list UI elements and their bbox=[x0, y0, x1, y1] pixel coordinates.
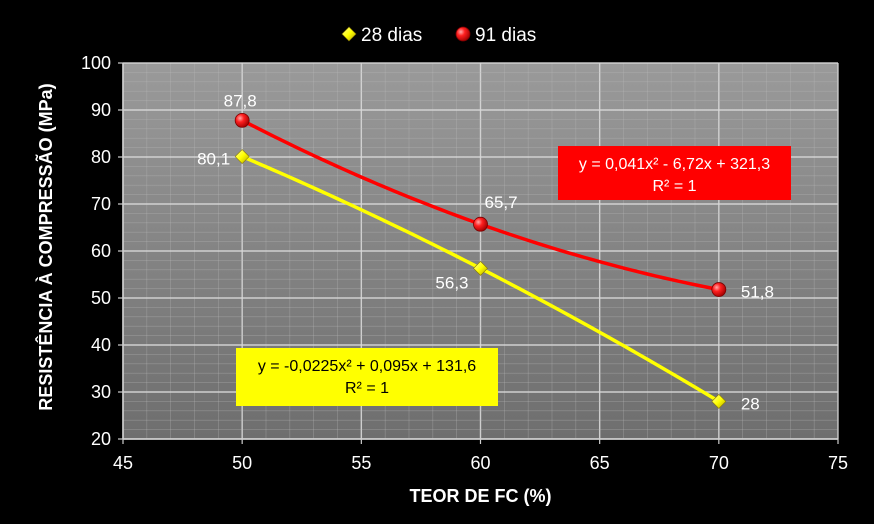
data-label: 56,3 bbox=[435, 273, 468, 292]
y-tick-label: 20 bbox=[91, 429, 111, 449]
trendline-box-91-dias: y = 0,041x² - 6,72x + 321,3 R² = 1 bbox=[558, 146, 791, 200]
y-tick-label: 90 bbox=[91, 100, 111, 120]
y-tick-label: 70 bbox=[91, 194, 111, 214]
y-tick-label: 60 bbox=[91, 241, 111, 261]
y-tick-label: 40 bbox=[91, 335, 111, 355]
series-28-dias: 80,1 56,3 28 bbox=[197, 149, 760, 413]
axes bbox=[118, 62, 839, 444]
trendline-equation: y = 0,041x² - 6,72x + 321,3 bbox=[579, 156, 770, 173]
trendline-equations: y = -0,0225x² + 0,095x + 131,6R² = 1y = … bbox=[236, 146, 791, 406]
data-point bbox=[711, 282, 727, 297]
x-tick-label: 50 bbox=[232, 453, 252, 473]
series-layer: 80,1 56,3 28 87,8 65,7 51,8 bbox=[197, 91, 774, 413]
x-axis-title: TEOR DE FC (%) bbox=[410, 486, 552, 506]
x-tick-label: 55 bbox=[351, 453, 371, 473]
x-tick-label: 70 bbox=[709, 453, 729, 473]
data-label: 28 bbox=[741, 394, 760, 413]
x-tick-labels: 45 50 55 60 65 70 75 bbox=[113, 453, 848, 473]
x-tick-label: 45 bbox=[113, 453, 133, 473]
legend-marker bbox=[341, 26, 357, 42]
trendline-equation: y = -0,0225x² + 0,095x + 131,6 bbox=[258, 358, 476, 375]
y-tick-labels: 20 30 40 50 60 70 80 90 100 bbox=[81, 53, 111, 449]
trendline-box-28-dias: y = -0,0225x² + 0,095x + 131,6 R² = 1 bbox=[236, 348, 498, 406]
data-point bbox=[711, 393, 727, 409]
y-tick-label: 30 bbox=[91, 382, 111, 402]
legend-item: 28 dias bbox=[341, 25, 422, 46]
data-label: 51,8 bbox=[741, 283, 774, 302]
legend: 28 dias 91 dias bbox=[341, 25, 536, 46]
data-point bbox=[234, 149, 250, 164]
data-point bbox=[234, 112, 250, 128]
y-tick-label: 80 bbox=[91, 147, 111, 167]
equation-box bbox=[236, 348, 498, 406]
x-tick-label: 75 bbox=[828, 453, 848, 473]
y-axis-title: RESISTÊNCIA À COMPRESSÃO (MPa) bbox=[35, 83, 56, 410]
legend-label: 91 dias bbox=[475, 25, 536, 46]
legend-label: 28 dias bbox=[361, 25, 422, 46]
data-point bbox=[473, 216, 488, 232]
x-tick-label: 65 bbox=[590, 453, 610, 473]
y-tick-label: 50 bbox=[91, 288, 111, 308]
data-label: 87,8 bbox=[224, 91, 257, 110]
legend-marker bbox=[455, 26, 471, 42]
y-tick-label: 100 bbox=[81, 53, 111, 73]
data-point bbox=[473, 260, 488, 276]
x-tick-label: 60 bbox=[470, 453, 490, 473]
equation-box bbox=[558, 146, 791, 200]
trendline-r2: R² = 1 bbox=[652, 178, 696, 195]
data-label: 80,1 bbox=[197, 150, 230, 169]
trendline-r2: R² = 1 bbox=[345, 380, 389, 397]
legend-item: 91 dias bbox=[455, 25, 536, 46]
data-label: 65,7 bbox=[485, 193, 518, 212]
series-91-dias: 87,8 65,7 51,8 bbox=[224, 91, 774, 301]
